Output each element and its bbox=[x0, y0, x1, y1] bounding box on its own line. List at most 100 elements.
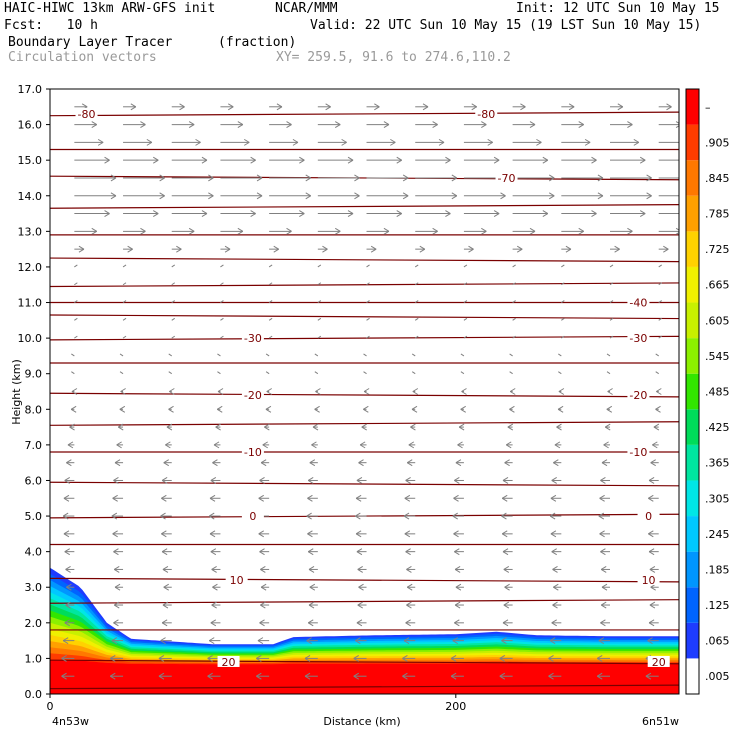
wind-vector bbox=[62, 512, 75, 520]
contour-label-bg bbox=[241, 332, 264, 344]
wind-vector bbox=[410, 423, 416, 431]
wind-vector bbox=[454, 619, 464, 627]
wind-vector bbox=[220, 210, 256, 217]
wind-vector bbox=[171, 138, 201, 146]
colorbar-label: .665 bbox=[705, 279, 730, 292]
wind-vector bbox=[63, 494, 75, 502]
wind-vector bbox=[123, 227, 146, 235]
wind-vector bbox=[512, 174, 555, 182]
wind-vector bbox=[450, 654, 464, 662]
wind-vector bbox=[415, 121, 438, 129]
wind-vector bbox=[403, 637, 416, 645]
colorbar-swatch bbox=[686, 266, 699, 303]
colorbar-swatch bbox=[686, 658, 699, 694]
wind-vector bbox=[512, 300, 516, 303]
wind-vector bbox=[414, 317, 419, 321]
wind-vector bbox=[260, 566, 270, 573]
wind-vector bbox=[71, 371, 75, 375]
wind-vector bbox=[307, 619, 318, 627]
wind-vector bbox=[74, 227, 98, 235]
wind-vector bbox=[658, 245, 669, 253]
contour-label-bg bbox=[75, 107, 98, 119]
wind-vector bbox=[356, 548, 367, 556]
wind-vector bbox=[557, 405, 564, 413]
wind-vector bbox=[358, 459, 367, 467]
wind-vector bbox=[609, 282, 614, 286]
wind-vector bbox=[123, 121, 146, 129]
wind-vector bbox=[359, 441, 367, 449]
wind-vector bbox=[307, 530, 318, 538]
wind-vector bbox=[259, 477, 270, 484]
header-valid-time: Valid: 22 UTC Sun 10 May 15 (19 LST Sun … bbox=[310, 18, 702, 33]
x-axis-label: Distance (km) bbox=[323, 715, 400, 728]
y-axis: 0.0 1.0 2.0 3.0 4.0 5.0 6.0 7.0 8.0 9.0 10.0 11.0 12… bbox=[18, 83, 50, 701]
wind-vector bbox=[265, 405, 272, 413]
vector-title: Circulation vectors bbox=[8, 50, 157, 65]
wind-vector bbox=[317, 245, 328, 253]
temperature-contour bbox=[50, 599, 679, 604]
temperature-contour bbox=[50, 314, 679, 320]
y-tick-label: 6.0 bbox=[25, 474, 43, 487]
wind-vector bbox=[561, 210, 597, 217]
wind-vector bbox=[123, 245, 133, 253]
wind-vector bbox=[600, 566, 611, 573]
wind-vector bbox=[412, 388, 419, 395]
wind-vector bbox=[656, 388, 662, 395]
wind-vector bbox=[404, 530, 416, 538]
wind-vector bbox=[163, 583, 172, 591]
wind-vector bbox=[512, 103, 526, 111]
temperature-contour bbox=[50, 111, 679, 117]
wind-vector bbox=[366, 300, 370, 303]
wind-vector bbox=[306, 512, 318, 520]
wind-vector bbox=[512, 335, 516, 339]
y-tick-label: 7.0 bbox=[25, 439, 43, 452]
wind-vector bbox=[512, 138, 542, 146]
tracer-fill-layer bbox=[50, 567, 679, 694]
wind-vector bbox=[499, 672, 513, 680]
contour-label: 0 bbox=[645, 510, 652, 523]
temperature-contour bbox=[50, 577, 679, 583]
wind-vector bbox=[266, 388, 272, 395]
contour-label: 20 bbox=[652, 656, 666, 669]
wind-vector bbox=[161, 530, 172, 538]
wind-vector bbox=[402, 672, 416, 680]
wind-vector bbox=[452, 512, 464, 520]
wind-vector bbox=[561, 192, 604, 200]
wind-vector bbox=[269, 121, 292, 129]
wind-vector bbox=[463, 282, 468, 286]
wind-vector bbox=[558, 353, 562, 357]
wind-vector bbox=[317, 103, 331, 111]
wind-vector bbox=[414, 282, 419, 286]
wind-vector bbox=[358, 583, 367, 591]
wind-vector bbox=[502, 619, 513, 627]
contour-label-bg bbox=[241, 446, 264, 457]
contour-label: 0 bbox=[249, 510, 256, 523]
wind-vector bbox=[460, 371, 465, 375]
wind-vector bbox=[264, 423, 270, 431]
wind-vector bbox=[610, 121, 633, 129]
wind-vector bbox=[171, 121, 195, 129]
wind-vector bbox=[658, 103, 672, 111]
wind-vector bbox=[220, 174, 263, 182]
wind-vector bbox=[211, 601, 221, 609]
wind-vector bbox=[256, 654, 270, 662]
wind-vector bbox=[414, 264, 419, 268]
y-tick-label: 17.0 bbox=[18, 83, 43, 96]
contour-label-bg bbox=[637, 510, 660, 522]
wind-vector bbox=[652, 441, 659, 449]
wind-vector bbox=[403, 512, 416, 520]
wind-vector bbox=[268, 317, 273, 321]
temperature-contour bbox=[50, 659, 679, 665]
wind-vector bbox=[463, 156, 500, 164]
wind-vector bbox=[609, 317, 614, 321]
wind-vector bbox=[509, 405, 515, 413]
wind-vector bbox=[501, 512, 513, 520]
wind-vector bbox=[66, 459, 75, 467]
wind-vector bbox=[658, 213, 679, 215]
wind-vector bbox=[122, 317, 127, 321]
wind-vector bbox=[114, 583, 124, 591]
wind-vector bbox=[317, 156, 354, 164]
wind-vector bbox=[308, 566, 318, 573]
wind-vector bbox=[558, 371, 562, 375]
y-tick-label: 4.0 bbox=[25, 546, 43, 559]
